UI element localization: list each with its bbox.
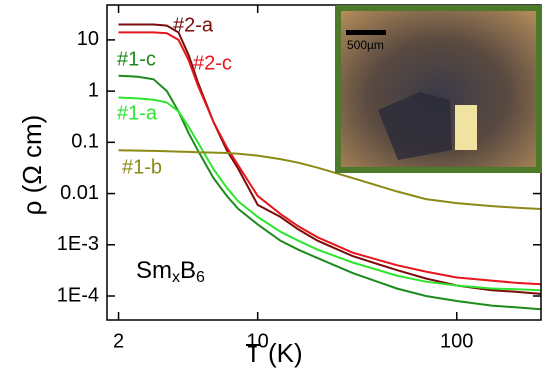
series-line <box>118 96 542 292</box>
series-line <box>118 31 542 286</box>
crystal <box>378 92 452 160</box>
x-axis-title: T (K) <box>245 338 302 368</box>
y-tick-label: 0.1 <box>71 131 99 153</box>
contact <box>455 105 477 150</box>
ann-part: x <box>172 269 180 286</box>
y-tick-label: 1E-3 <box>57 233 99 255</box>
series-line <box>118 149 542 210</box>
y-axis-title: ρ (Ω cm) <box>17 115 47 216</box>
x-tick-label: 100 <box>440 330 473 352</box>
legend-label: #1-c <box>117 48 156 70</box>
ann-part: Sm <box>136 257 172 284</box>
legend-label: #2-a <box>173 14 214 36</box>
y-tick-label: 1E-4 <box>57 284 99 306</box>
y-tick-label: 1 <box>88 79 99 101</box>
x-tick-label: 2 <box>113 330 124 352</box>
scale-label: 500µm <box>347 38 384 52</box>
x-tick-label: 10 <box>247 330 269 352</box>
y-tick-label: 0.01 <box>60 182 99 204</box>
legend-label: #1-b <box>122 156 162 178</box>
ann-part: B <box>180 257 196 284</box>
series-line <box>118 74 542 311</box>
legend-label: #1-a <box>117 102 158 124</box>
inset: 500µm <box>335 5 542 173</box>
annotation: SmxB6 <box>136 257 205 286</box>
scale-bar <box>346 30 386 35</box>
ann-part: 6 <box>196 269 205 286</box>
legend-label: #2-c <box>193 52 232 74</box>
y-tick-label: 10 <box>77 28 99 50</box>
series-line <box>118 23 542 295</box>
